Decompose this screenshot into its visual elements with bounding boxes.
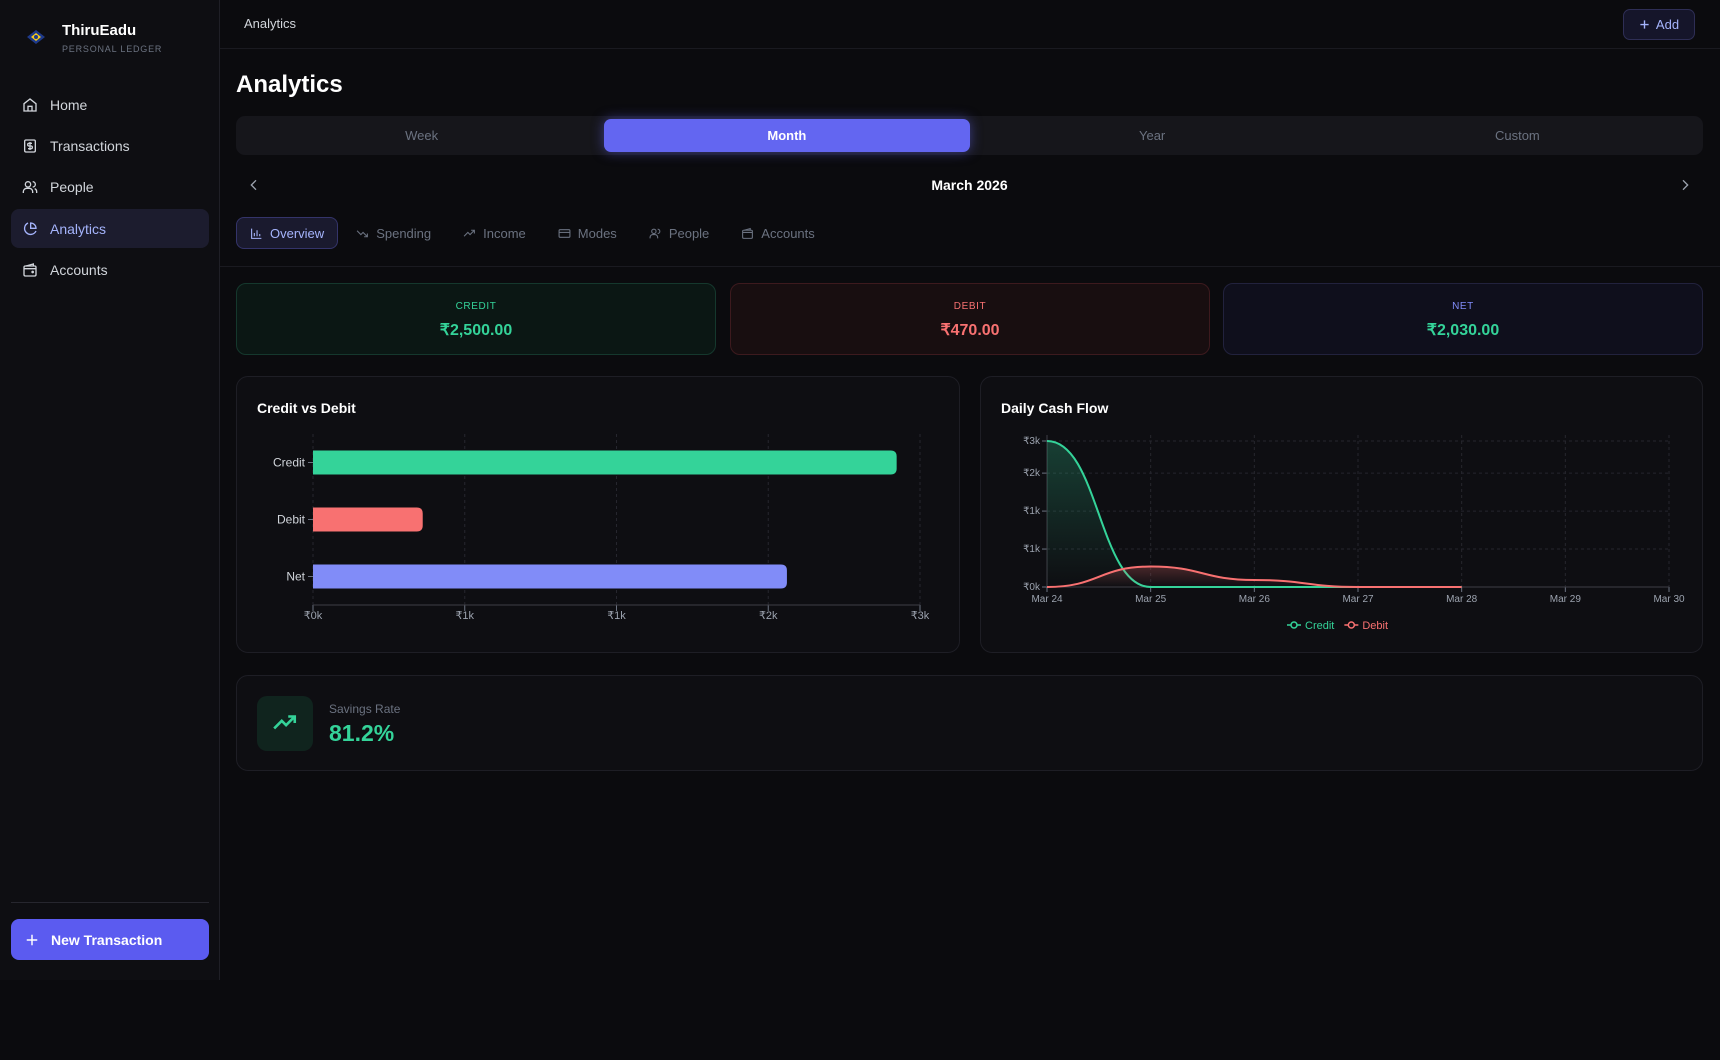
nav-label: Home [50, 96, 88, 113]
period-tab[interactable]: Year [1138, 128, 1166, 143]
savings-panel: Savings Rate 81.2% [236, 675, 1703, 771]
tab[interactable]: Overview [236, 217, 339, 249]
nav-label: Analytics [50, 220, 107, 237]
x-tick-label: Mar 28 [1446, 594, 1478, 605]
sidebar: ThiruEadu PERSONAL LEDGER Home Transacti… [0, 0, 220, 980]
brand: ThiruEadu [62, 22, 137, 39]
y-tick-label: Credit [273, 456, 306, 470]
nav-label: Accounts [50, 261, 108, 278]
nav-item[interactable]: People [11, 167, 209, 206]
savings-value: 81.2% [329, 720, 395, 746]
area [1047, 441, 1462, 587]
tab-label: Spending [376, 225, 432, 241]
tab[interactable]: Income [449, 217, 540, 249]
separator [220, 266, 1720, 267]
nav-label: People [50, 178, 94, 195]
x-tick-label: ₹1k [455, 610, 474, 622]
summary-card: DEBIT ₹470.00 [730, 283, 1210, 355]
button-label: Add [1655, 17, 1680, 32]
chart-title: Daily Cash Flow [1001, 400, 1108, 416]
button-label: New Transaction [51, 931, 163, 948]
y-tick-label: ₹2k [1023, 468, 1041, 479]
card-label: NET [1452, 301, 1474, 312]
y-tick-label: ₹0k [1023, 582, 1041, 593]
new-transaction-button[interactable]: New Transaction [11, 919, 209, 960]
period-tab[interactable]: Custom [1494, 128, 1540, 143]
y-tick-label: Net [286, 570, 305, 584]
y-tick-label: ₹1k [1023, 506, 1041, 517]
next-button[interactable] [1677, 177, 1693, 193]
legend-label: Credit [1305, 620, 1334, 632]
tab-label: Modes [577, 225, 617, 241]
x-tick-label: Mar 24 [1031, 594, 1063, 605]
card-value: ₹470.00 [940, 322, 1000, 339]
tab[interactable]: Spending [342, 217, 445, 249]
analytics-tabs: Overview Spending Income Modes People Ac… [236, 217, 829, 249]
period-tab[interactable]: Month [604, 119, 970, 152]
y-tick-label: Debit [277, 513, 306, 527]
x-tick-label: Mar 29 [1550, 594, 1582, 605]
tab[interactable]: Modes [544, 217, 631, 249]
y-tick-label: ₹3k [1023, 436, 1041, 447]
period-tabs: Week Month Year Custom [236, 116, 1703, 155]
tab[interactable]: People [635, 217, 723, 249]
x-tick-label: ₹3k [911, 610, 930, 622]
prev-button[interactable] [246, 177, 262, 193]
card-label: CREDIT [455, 301, 497, 312]
nav-item[interactable]: Analytics [11, 209, 209, 248]
summary-card: NET ₹2,030.00 [1223, 283, 1703, 355]
divider [11, 902, 209, 903]
savings-icon [257, 696, 313, 751]
legend-marker [1347, 621, 1356, 629]
legend-marker [1290, 621, 1298, 629]
bar [313, 450, 897, 475]
chart-title: Credit vs Debit [257, 400, 356, 416]
bar-chart: Credit vs Debit ₹0k ₹1k ₹1k ₹2k ₹3k Credit Debi… [257, 400, 930, 622]
nav-label: Transactions [50, 137, 130, 154]
area [1047, 566, 1462, 587]
nav-item[interactable]: Transactions [11, 126, 209, 165]
x-tick-label: Mar 26 [1239, 594, 1271, 605]
nav-item[interactable]: Accounts [11, 250, 209, 289]
tab-label: People [668, 225, 710, 241]
x-tick-label: ₹0k [304, 610, 323, 622]
chart-panel: Credit vs Debit ₹0k ₹1k ₹1k ₹2k ₹3k Credit Debi… [236, 376, 960, 653]
add-button[interactable]: Add [1623, 9, 1695, 40]
x-tick-label: Mar 30 [1653, 594, 1685, 605]
bar [313, 564, 787, 589]
line-chart: Daily Cash Flow Mar 24 Mar 25 Mar 26 Mar 27 M… [1001, 400, 1685, 632]
period-tab[interactable]: Week [405, 128, 439, 143]
tab[interactable]: Accounts [727, 217, 828, 249]
header [220, 0, 1720, 49]
x-tick-label: ₹1k [607, 610, 626, 622]
card-value: ₹2,030.00 [1426, 322, 1500, 339]
x-tick-label: Mar 27 [1342, 594, 1374, 605]
bar [313, 507, 423, 532]
x-tick-label: Mar 25 [1135, 594, 1167, 605]
nav-item[interactable]: Home [11, 85, 209, 124]
x-tick-label: ₹2k [759, 610, 778, 622]
line [1046, 565, 1462, 588]
tagline: PERSONAL LEDGER [62, 44, 163, 54]
savings-label: Savings Rate [329, 702, 401, 716]
legend-label: Debit [1362, 620, 1388, 632]
y-tick-label: ₹1k [1023, 544, 1041, 555]
chart-panel: Daily Cash Flow Mar 24 Mar 25 Mar 26 Mar 27 M… [980, 376, 1703, 653]
summary-card: CREDIT ₹2,500.00 [236, 283, 716, 355]
tab-label: Overview [270, 225, 325, 241]
page-title: Analytics [236, 71, 343, 98]
card-label: DEBIT [953, 301, 987, 312]
tab-label: Accounts [761, 225, 815, 241]
period-label: March 2026 [931, 177, 1008, 193]
tab-label: Income [483, 225, 526, 241]
breadcrumb: Analytics [244, 16, 297, 31]
card-value: ₹2,500.00 [439, 322, 513, 339]
logo [27, 30, 45, 44]
